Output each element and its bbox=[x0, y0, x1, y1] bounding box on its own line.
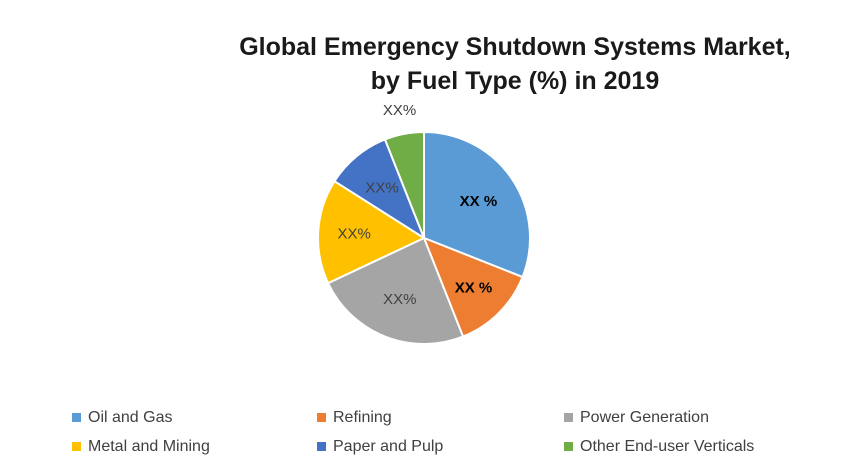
legend-swatch bbox=[317, 413, 326, 422]
pie-slice-other-end-user-verticals bbox=[383, 130, 425, 239]
data-label-refining: XX % bbox=[455, 280, 493, 297]
legend-swatch bbox=[564, 413, 573, 422]
legend-label: Other End-user Verticals bbox=[580, 437, 755, 455]
chart-legend: Oil and Gas Refining Power Generation Metal… bbox=[72, 408, 792, 456]
legend-item: Oil and Gas bbox=[72, 408, 317, 427]
pie-slice-refining bbox=[422, 236, 524, 338]
legend-label: Paper and Pulp bbox=[333, 437, 444, 455]
legend-label: Oil and Gas bbox=[88, 408, 173, 426]
legend-item: Metal and Mining bbox=[72, 437, 317, 456]
pie-slice-metal-and-mining bbox=[317, 179, 427, 285]
pie-slice-oil-and-gas bbox=[423, 130, 531, 279]
legend-label: Power Generation bbox=[580, 408, 709, 426]
data-label-oil-and-gas: XX % bbox=[460, 193, 498, 210]
data-label-paper-and-pulp: XX% bbox=[365, 179, 398, 196]
pie-slice-power-generation bbox=[326, 236, 465, 345]
legend-swatch bbox=[564, 442, 573, 451]
legend-label: Metal and Mining bbox=[88, 437, 210, 455]
legend-item: Power Generation bbox=[564, 408, 792, 427]
chart-title: Global Emergency Shutdown Systems Market… bbox=[200, 30, 830, 98]
legend-swatch bbox=[72, 413, 81, 422]
chart-title-line-2: by Fuel Type (%) in 2019 bbox=[370, 67, 660, 95]
legend-item: Paper and Pulp bbox=[317, 437, 564, 456]
data-label-power-generation: XX% bbox=[383, 291, 416, 308]
legend-item: Refining bbox=[317, 408, 564, 427]
legend-label: Refining bbox=[333, 408, 392, 426]
data-label-metal-and-mining: XX% bbox=[338, 226, 371, 243]
chart-title-line-1: Global Emergency Shutdown Systems Market… bbox=[239, 33, 791, 61]
legend-swatch bbox=[72, 442, 81, 451]
data-label-other-end-user-verticals: XX% bbox=[383, 102, 416, 119]
legend-swatch bbox=[317, 442, 326, 451]
legend-item: Other End-user Verticals bbox=[564, 437, 792, 456]
